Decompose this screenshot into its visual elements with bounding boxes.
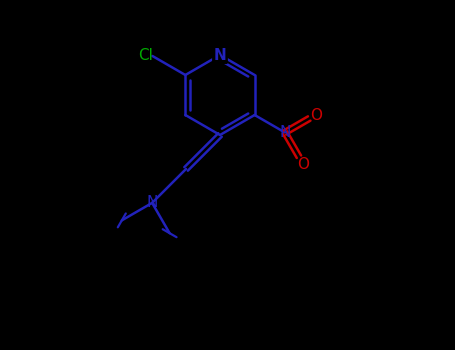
Text: N: N xyxy=(279,125,291,140)
Text: O: O xyxy=(310,108,322,123)
Text: O: O xyxy=(297,157,309,172)
Text: N: N xyxy=(214,48,227,63)
Text: Cl: Cl xyxy=(138,49,153,63)
Text: N: N xyxy=(147,195,158,210)
